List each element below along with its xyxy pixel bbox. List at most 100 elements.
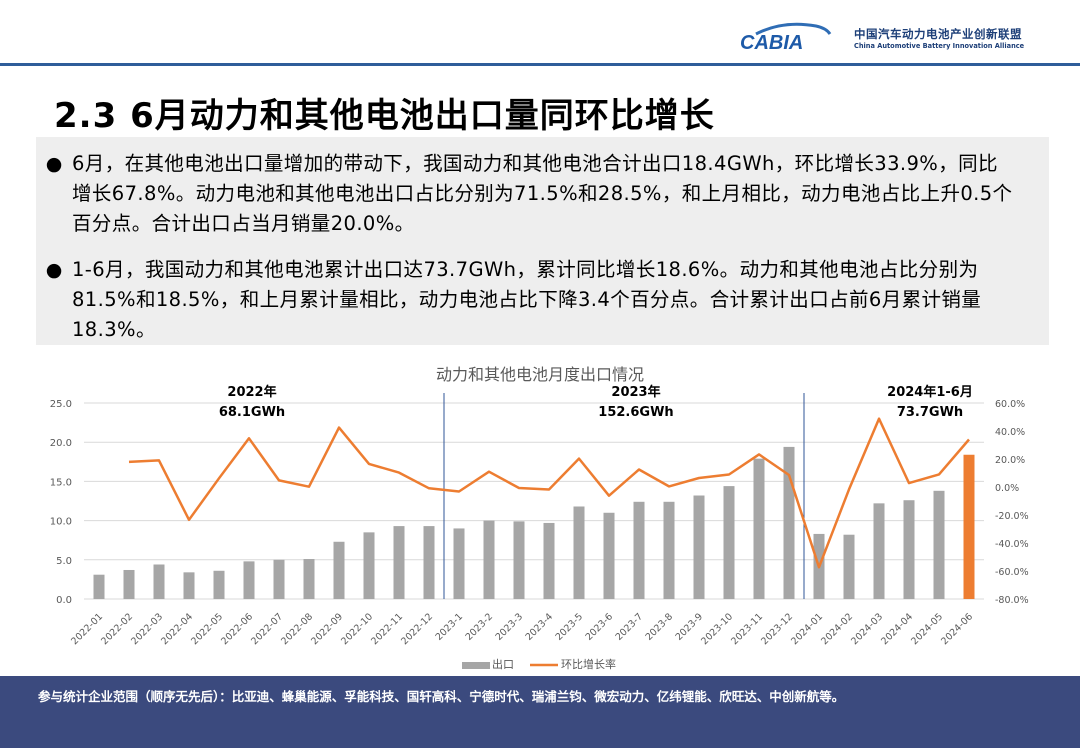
footer-bar: 参与统计企业范围（顺序无先后）：比亚迪、蜂巢能源、孚能科技、国轩高科、宁德时代、… (0, 676, 1080, 748)
chart-title: 动力和其他电池月度出口情况 (436, 365, 644, 384)
bar (603, 512, 615, 599)
bullet-item: ● 6月，在其他电池出口量增加的带动下，我国动力和其他电池合计出口18.4GWh… (36, 149, 1017, 239)
x-tick-label: 2022-02 (99, 611, 135, 647)
y-left-tick-label: 25.0 (50, 399, 72, 410)
x-tick-label: 2024-06 (939, 611, 975, 647)
bar (783, 446, 795, 599)
summary-box: ● 6月，在其他电池出口量增加的带动下，我国动力和其他电池合计出口18.4GWh… (36, 137, 1049, 345)
bar (273, 559, 285, 599)
period-year-label: 2023年 (611, 384, 660, 400)
bar (363, 532, 375, 599)
x-tick-label: 2023-4 (524, 611, 556, 643)
bar (123, 569, 135, 599)
y-right-tick-label: 20.0% (995, 455, 1025, 466)
logo-text: CABIA (740, 32, 803, 54)
period-total-label: 73.7GWh (897, 405, 963, 420)
page-title: 2.3 6月动力和其他电池出口量同环比增长 (54, 96, 715, 136)
x-tick-label: 2022-06 (219, 611, 255, 647)
x-tick-label: 2022-05 (189, 611, 225, 647)
x-tick-label: 2024-01 (789, 611, 825, 647)
bar (333, 541, 345, 599)
x-tick-label: 2022-08 (279, 611, 315, 647)
x-tick-label: 2023-1 (434, 611, 466, 643)
x-tick-label: 2023-5 (554, 611, 586, 643)
line-layer (128, 417, 970, 569)
bar (423, 526, 435, 599)
x-tick-label: 2023-6 (584, 611, 616, 643)
bar (543, 522, 555, 599)
bullet-dot: ● (45, 259, 63, 281)
y-left-tick-label: 5.0 (56, 556, 72, 567)
y-right-tick-label: 40.0% (995, 427, 1025, 438)
mom-growth-line (128, 417, 970, 569)
bar (483, 520, 495, 599)
bar (843, 534, 855, 599)
x-tick-label: 2023-10 (699, 611, 735, 647)
x-tick-label: 2023-8 (644, 611, 676, 643)
header-divider (0, 63, 1080, 66)
bar (513, 521, 525, 599)
bar (453, 528, 465, 599)
bullet-text: 1-6月，我国动力和其他电池累计出口达73.7GWh，累计同比增长18.6%。动… (72, 258, 982, 341)
bar (93, 574, 105, 599)
bar (633, 501, 645, 599)
bar (903, 500, 915, 599)
x-tick-label: 2024-02 (819, 611, 855, 647)
footer-text: 参与统计企业范围（顺序无先后）：比亚迪、蜂巢能源、孚能科技、国轩高科、宁德时代、… (38, 689, 845, 704)
bullet-dot: ● (45, 153, 63, 175)
bar (723, 486, 735, 599)
x-tick-label: 2023-3 (494, 611, 526, 643)
x-tick-label: 2024-03 (849, 611, 885, 647)
y-left-tick-label: 0.0 (56, 595, 72, 606)
x-tick-label: 2023-2 (464, 611, 496, 643)
y-right-tick-label: -80.0% (995, 595, 1029, 606)
y-right-tick-label: 60.0% (995, 399, 1025, 410)
bar (393, 526, 405, 599)
bar (873, 503, 885, 599)
x-tick-label: 2022-07 (249, 611, 285, 647)
y-left-tick-label: 20.0 (50, 438, 72, 449)
bar (243, 561, 255, 599)
bar (213, 570, 225, 599)
bullet-item: ● 1-6月，我国动力和其他电池累计出口达73.7GWh，累计同比增长18.6%… (36, 255, 1017, 345)
cabia-logo: CABIA 中国汽车动力电池产业创新联盟 China Automotive Ba… (738, 18, 1038, 58)
bar-layer (93, 446, 975, 599)
y-right-tick-label: 0.0% (995, 483, 1019, 494)
bar (693, 495, 705, 599)
x-tick-label: 2023-11 (729, 611, 765, 647)
y-right-tick-label: -60.0% (995, 567, 1029, 578)
x-tick-label: 2024-05 (909, 611, 945, 647)
y-right-tick-label: -20.0% (995, 511, 1029, 522)
export-chart: 0.0 5.0 10.0 15.0 20.0 25.0 -80.0% -60.0% -40.0%… (50, 365, 1029, 671)
x-tick-label: 2022-01 (69, 611, 105, 647)
bar (663, 501, 675, 599)
x-tick-label: 2022-03 (129, 611, 165, 647)
divider-layer (443, 393, 805, 599)
period-year-label: 2022年 (227, 384, 276, 400)
x-tick-label: 2022-09 (309, 611, 345, 647)
x-tick-label: 2023-12 (759, 611, 795, 647)
y-right-tick-label: -40.0% (995, 539, 1029, 550)
period-year-label: 2024年1-6月 (887, 384, 973, 400)
bullet-text: 6月，在其他电池出口量增加的带动下，我国动力和其他电池合计出口18.4GWh，环… (72, 152, 1013, 235)
org-name-en: China Automotive Battery Innovation Alli… (854, 42, 1025, 50)
period-total-label: 68.1GWh (219, 405, 285, 420)
bar (153, 564, 165, 599)
org-name-cn: 中国汽车动力电池产业创新联盟 (854, 27, 1022, 41)
bar (573, 506, 585, 599)
legend-label: 出口 (492, 657, 514, 671)
grid-layer (84, 402, 984, 600)
x-tick-label: 2023-7 (614, 611, 646, 643)
x-tick-label: 2022-10 (339, 611, 375, 647)
cabia-logo-mark: CABIA (740, 22, 832, 54)
x-tick-label: 2022-04 (159, 611, 195, 647)
y-left-tick-label: 10.0 (50, 517, 72, 528)
period-total-label: 152.6GWh (598, 405, 673, 420)
y-left-tick-label: 15.0 (50, 477, 72, 488)
bar (183, 572, 195, 599)
bar (963, 454, 975, 599)
legend-swatch-bar (462, 662, 490, 669)
x-tick-label: 2022-12 (399, 611, 435, 647)
bar (753, 458, 765, 599)
bar (303, 559, 315, 599)
